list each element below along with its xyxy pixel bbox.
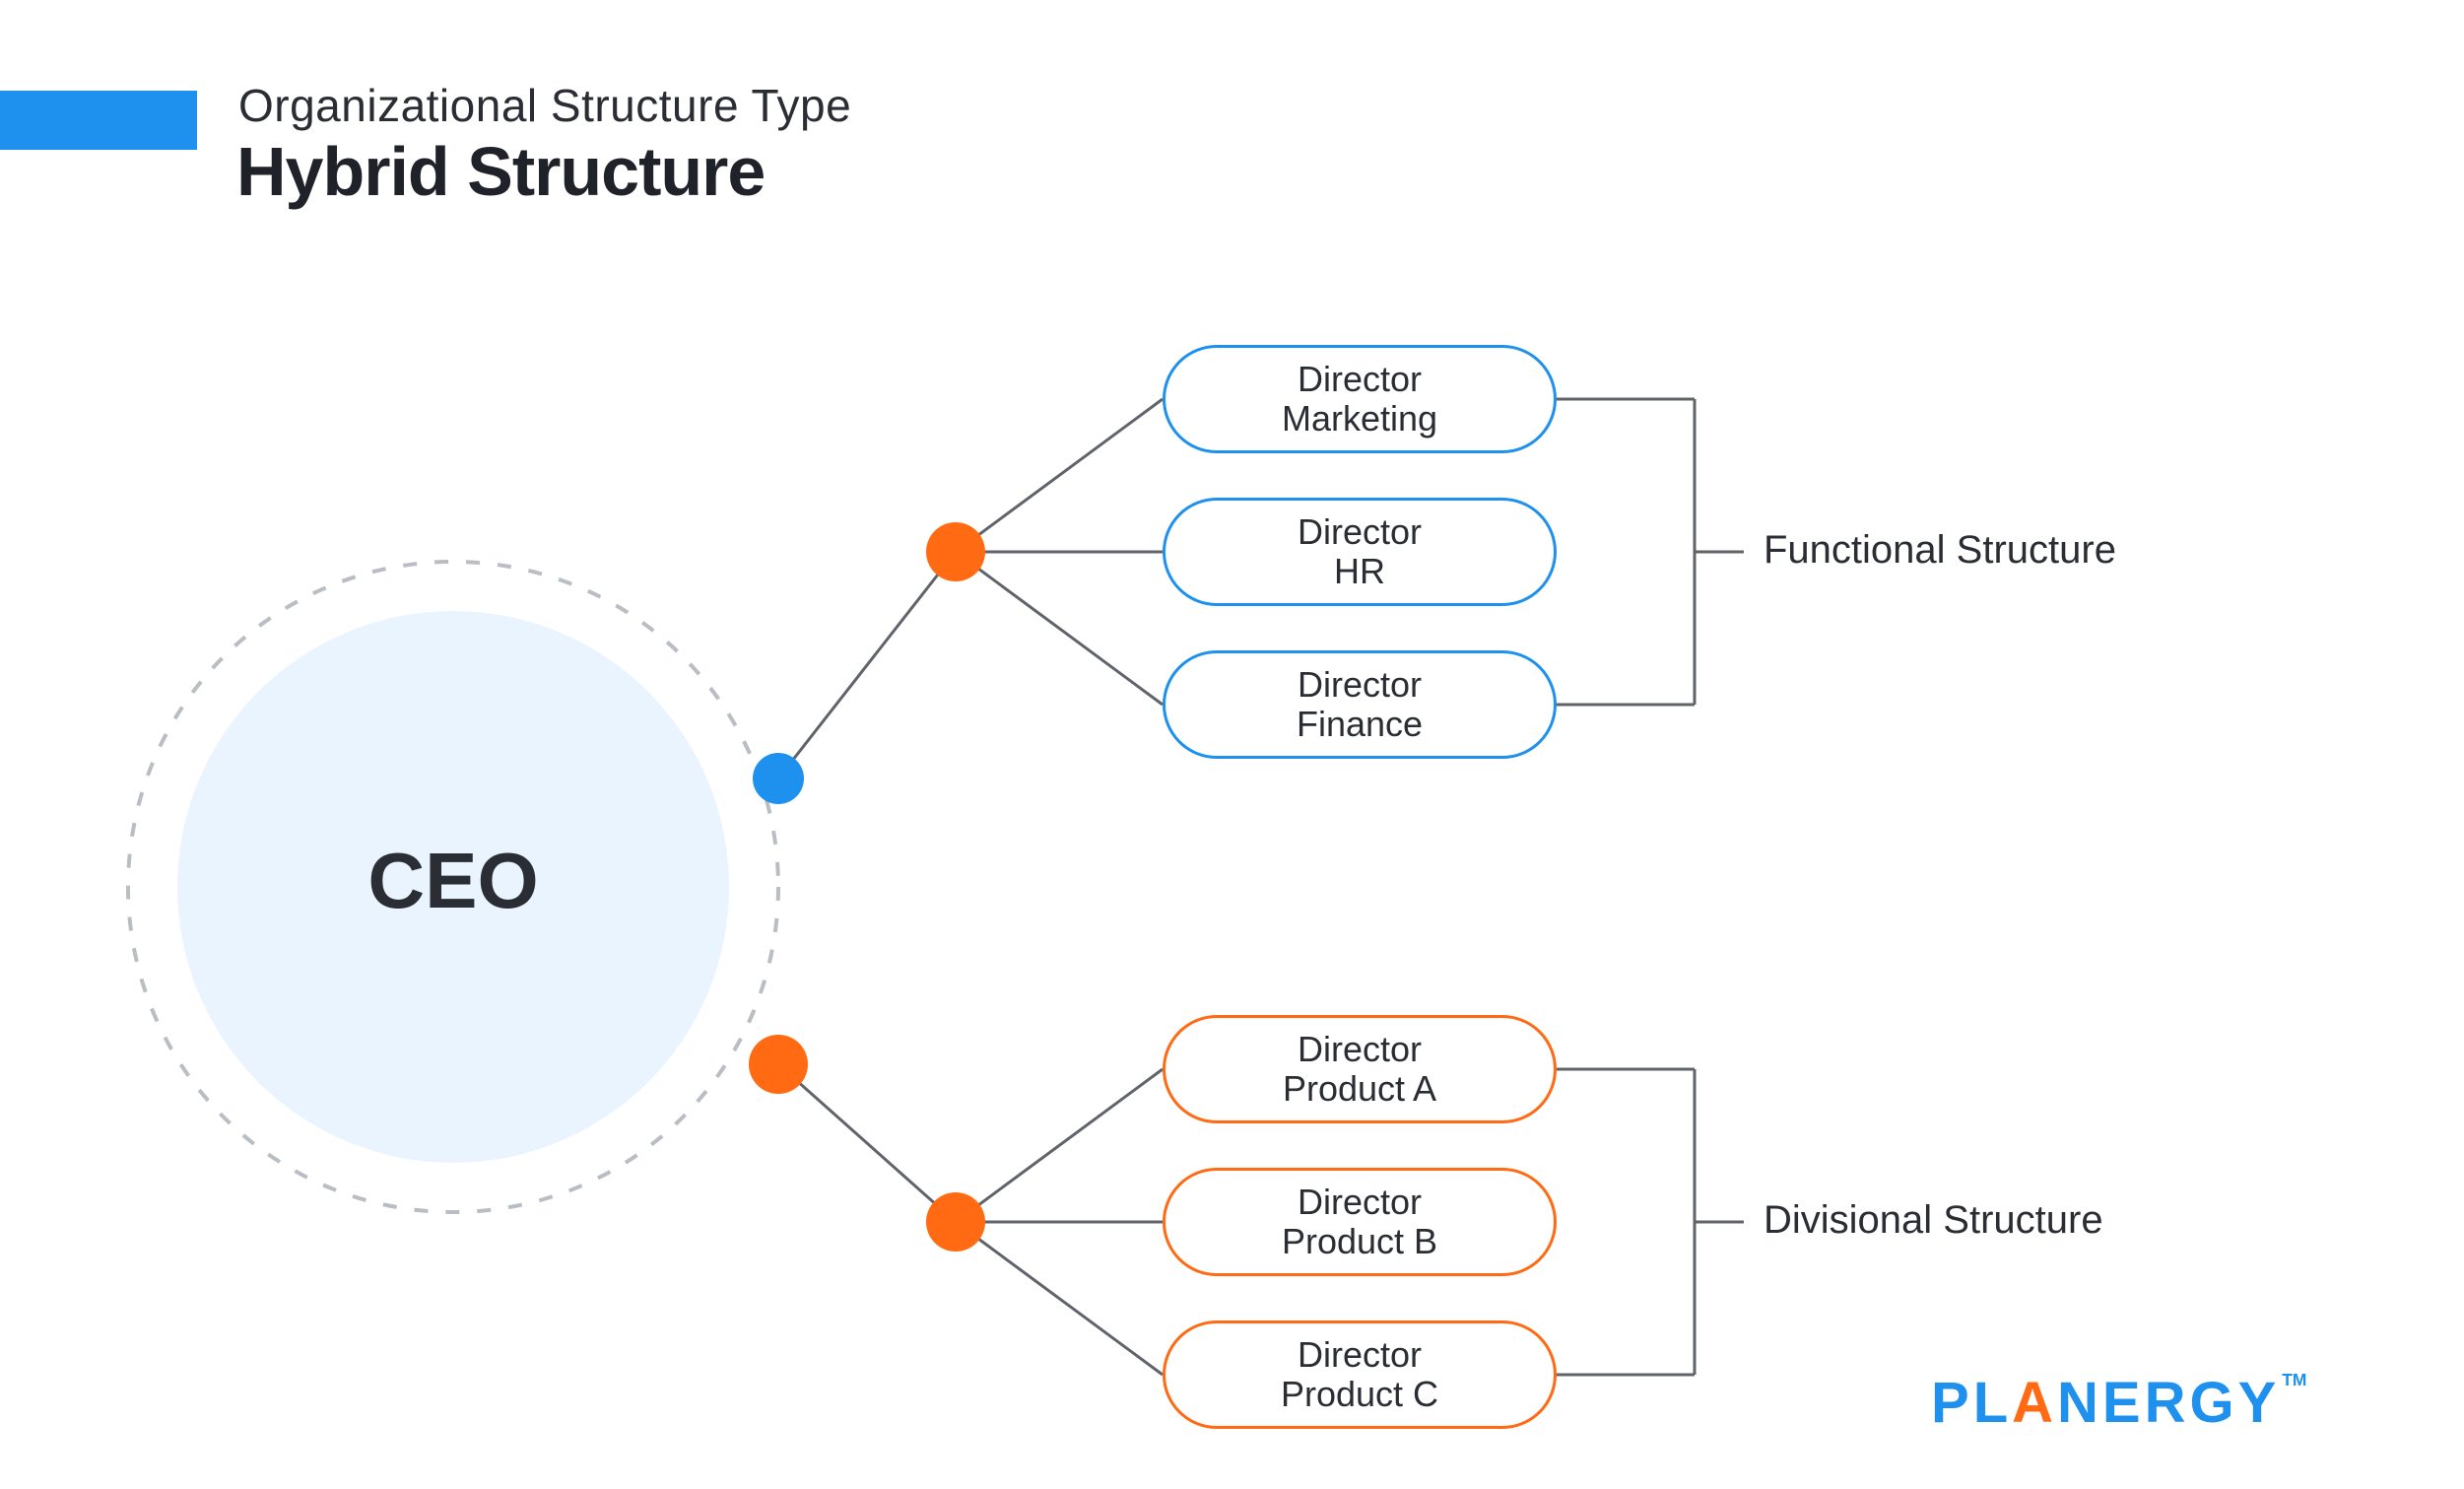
pill-line2: Marketing: [1282, 399, 1437, 439]
functional-structure-label: Functional Structure: [1764, 528, 2116, 573]
divisional-pill-1: DirectorProduct B: [1163, 1168, 1557, 1276]
planergy-logo: PLANERGYTM: [1931, 1370, 2306, 1436]
pill-line1: Director: [1298, 1030, 1422, 1069]
pill-line2: Product A: [1283, 1069, 1436, 1109]
logo-char: E: [2102, 1370, 2145, 1436]
divisional-pill-0: DirectorProduct A: [1163, 1015, 1557, 1123]
logo-char: N: [2057, 1370, 2102, 1436]
logo-char: A: [2012, 1370, 2057, 1436]
logo-char: R: [2145, 1370, 2190, 1436]
pill-line2: Finance: [1297, 705, 1423, 744]
pill-line1: Director: [1298, 1183, 1422, 1222]
logo-char: G: [2189, 1370, 2237, 1436]
functional-pill-1: DirectorHR: [1163, 498, 1557, 606]
functional-pill-2: DirectorFinance: [1163, 650, 1557, 759]
pill-line2: Product B: [1282, 1222, 1437, 1261]
pill-line1: Director: [1298, 1335, 1422, 1375]
ceo-node-label: CEO: [305, 836, 601, 926]
pill-line2: Product C: [1281, 1375, 1438, 1414]
pill-line1: Director: [1298, 360, 1422, 399]
divisional-pill-2: DirectorProduct C: [1163, 1320, 1557, 1429]
logo-tm: TM: [2282, 1370, 2306, 1390]
pill-line1: Director: [1298, 665, 1422, 705]
logo-char: Y: [2238, 1370, 2281, 1436]
divisional-structure-label: Divisional Structure: [1764, 1198, 2103, 1243]
pill-line1: Director: [1298, 512, 1422, 552]
logo-char: L: [1973, 1370, 2012, 1436]
logo-char: P: [1931, 1370, 1973, 1436]
functional-pill-0: DirectorMarketing: [1163, 345, 1557, 453]
pill-line2: HR: [1334, 552, 1385, 591]
